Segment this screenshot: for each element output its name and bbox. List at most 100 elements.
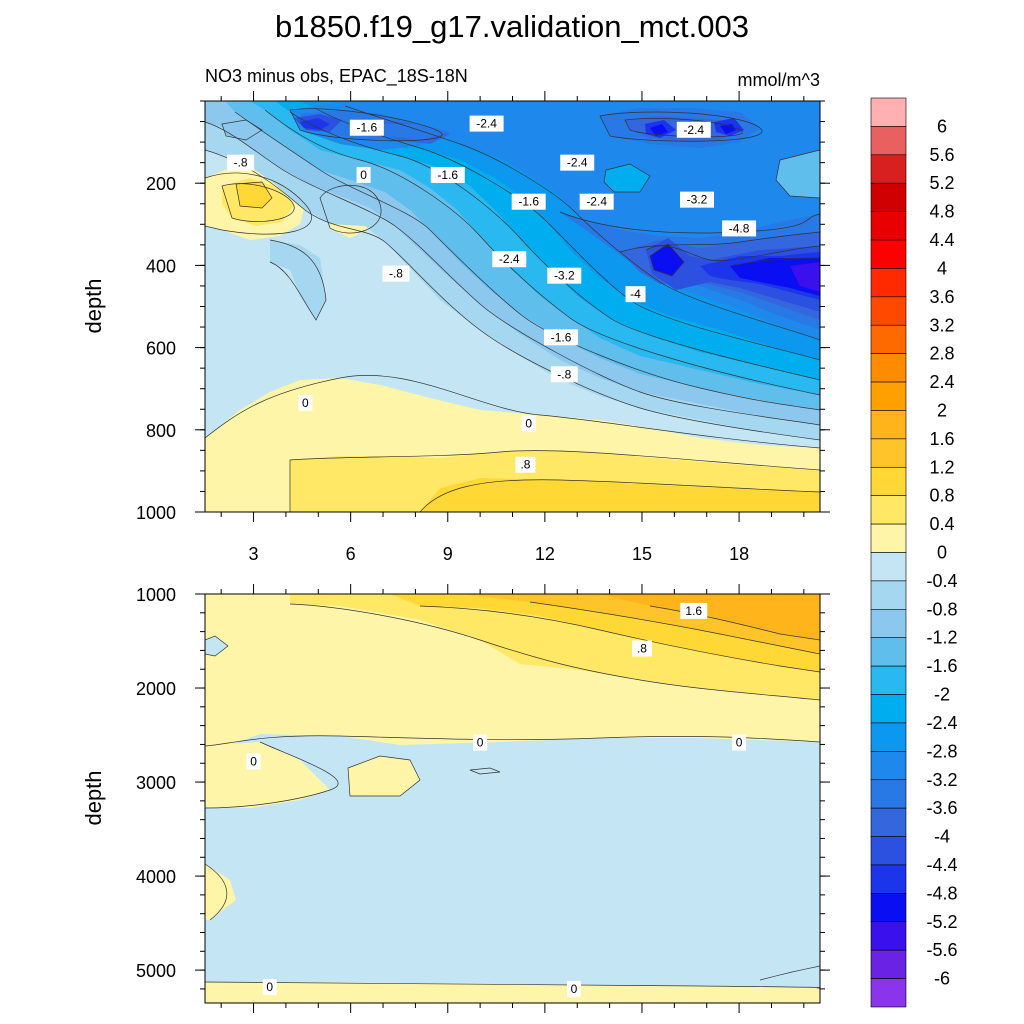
colorbar-swatch bbox=[870, 722, 907, 752]
contour-label-text: 0 bbox=[736, 736, 743, 750]
colorbar-label: -4 bbox=[934, 827, 950, 847]
contour-label-text: -2.4 bbox=[499, 252, 520, 266]
colorbar-swatch bbox=[870, 694, 907, 724]
contour-label: -2.4 bbox=[492, 251, 527, 268]
contour-label: -1.6 bbox=[430, 166, 465, 183]
y-tick-label: 400 bbox=[146, 256, 176, 276]
colorbar-label: -4.4 bbox=[926, 855, 957, 875]
colorbar-label: -5.6 bbox=[926, 940, 957, 960]
contour-label-bg bbox=[227, 154, 255, 171]
contour-label-bg bbox=[550, 366, 578, 383]
contour-label: 0 bbox=[356, 166, 371, 183]
contour-label: 0 bbox=[567, 980, 581, 997]
colorbar-label: 0.8 bbox=[929, 486, 954, 506]
colorbar-swatch bbox=[870, 268, 907, 298]
colorbar-swatch bbox=[870, 580, 907, 610]
contour-label-text: 1.6 bbox=[685, 604, 702, 618]
colorbar-swatch bbox=[870, 154, 907, 184]
contour-label: -1.6 bbox=[511, 193, 546, 210]
contour-label-bg bbox=[567, 980, 581, 997]
y-tick-label: 800 bbox=[146, 421, 176, 441]
colorbar-label: -2.4 bbox=[926, 713, 957, 733]
contour-label-text: -2.4 bbox=[683, 123, 704, 137]
contour-label-text: .8 bbox=[637, 642, 647, 656]
contour-label: -2.4 bbox=[579, 193, 614, 210]
contour-label-text: 0 bbox=[302, 396, 309, 410]
colorbar-label: 0.4 bbox=[929, 514, 954, 534]
contour-label-text: -2.4 bbox=[567, 156, 588, 170]
x-tick-label: 3 bbox=[249, 544, 259, 564]
colorbar-label: -2.8 bbox=[926, 741, 957, 761]
contour-label-text: 0 bbox=[525, 417, 532, 431]
colorbar-swatch bbox=[870, 211, 907, 241]
colorbar-swatch bbox=[870, 665, 907, 695]
colorbar-label: 4 bbox=[937, 258, 947, 278]
contour-label: -4.8 bbox=[722, 220, 757, 237]
colorbar-swatch bbox=[870, 949, 907, 979]
contour-label-bg bbox=[680, 602, 708, 619]
contour-label-text: 0 bbox=[571, 982, 578, 996]
colorbar-swatch bbox=[870, 978, 907, 1008]
colorbar-label: -3.2 bbox=[926, 770, 957, 790]
colorbar-swatch bbox=[870, 609, 907, 639]
colorbar-swatch bbox=[870, 438, 907, 468]
contour-label-bg bbox=[511, 193, 546, 210]
units-label: mmol/m^3 bbox=[738, 70, 820, 90]
colorbar-label: -6 bbox=[934, 969, 950, 989]
contour-label-bg bbox=[469, 115, 504, 132]
contour-label-bg bbox=[722, 220, 757, 237]
contour-label-bg bbox=[732, 734, 747, 751]
contour-label-bg bbox=[521, 415, 536, 432]
colorbar-swatch bbox=[870, 836, 907, 866]
x-tick-label: 6 bbox=[346, 544, 356, 564]
contour-label: -2.4 bbox=[469, 115, 504, 132]
colorbar-swatch bbox=[870, 410, 907, 440]
contour-label-text: -1.6 bbox=[437, 168, 458, 182]
contour-label-text: -3.2 bbox=[554, 269, 575, 283]
upper-axis-ticks: 3 6 9 12 15 18 200 400 600 800 1000 bbox=[136, 91, 830, 564]
contour-label: 0 bbox=[732, 734, 747, 751]
y-tick-label: 1000 bbox=[136, 585, 176, 605]
x-tick-label: 15 bbox=[632, 544, 652, 564]
contour-label-text: -4 bbox=[630, 287, 641, 301]
colorbar-label: 6 bbox=[937, 116, 947, 136]
colorbar-label: -4.8 bbox=[926, 883, 957, 903]
upper-depth-panel: 3 6 9 12 15 18 200 400 600 800 1000 -1.6 -2.4 -2.4 -.… bbox=[81, 91, 830, 564]
y-tick-label: 5000 bbox=[136, 961, 176, 981]
colorbar-swatch bbox=[870, 126, 907, 156]
contour-label-text: -.8 bbox=[234, 156, 248, 170]
contour-label: 0 bbox=[262, 979, 277, 996]
contour-label: 0 bbox=[521, 415, 536, 432]
contour-label-bg bbox=[515, 456, 536, 473]
lower-axis-ticks: 1000 2000 3000 4000 5000 bbox=[136, 584, 830, 1013]
contour-label: -1.6 bbox=[349, 119, 384, 136]
colorbar-swatch bbox=[870, 921, 907, 951]
contour-label-text: .8 bbox=[520, 458, 530, 472]
colorbar-label: 0 bbox=[937, 543, 947, 563]
lower-contour-labels: 1.6 .8 0 0 0 0 0 bbox=[246, 602, 747, 997]
contour-label-bg bbox=[382, 265, 410, 282]
colorbar-label: 4.4 bbox=[929, 230, 954, 250]
contour-label-bg bbox=[544, 329, 579, 346]
contour-label: -3.2 bbox=[547, 267, 582, 284]
contour-label: -1.6 bbox=[544, 329, 579, 346]
colorbar-label: 5.6 bbox=[929, 145, 954, 165]
y-tick-label: 2000 bbox=[136, 679, 176, 699]
contour-label: .8 bbox=[515, 456, 536, 473]
chart-title: b1850.f19_g17.validation_mct.003 bbox=[275, 9, 749, 44]
colorbar-swatch bbox=[870, 523, 907, 553]
y-tick-label: 3000 bbox=[136, 773, 176, 793]
colorbar-swatch bbox=[870, 97, 907, 127]
contour-label: -.8 bbox=[550, 366, 578, 383]
contour-label: 0 bbox=[298, 395, 313, 412]
y-tick-label: 200 bbox=[146, 174, 176, 194]
colorbar-label: 1.6 bbox=[929, 429, 954, 449]
contour-label: -3.2 bbox=[680, 191, 714, 208]
contour-label: 0 bbox=[246, 753, 261, 770]
contour-label-bg bbox=[473, 734, 488, 751]
colorbar-label: -1.6 bbox=[926, 656, 957, 676]
contour-label: 1.6 bbox=[680, 602, 708, 619]
contour-label-text: -4.8 bbox=[729, 221, 750, 235]
contour-label: -2.4 bbox=[560, 154, 595, 171]
